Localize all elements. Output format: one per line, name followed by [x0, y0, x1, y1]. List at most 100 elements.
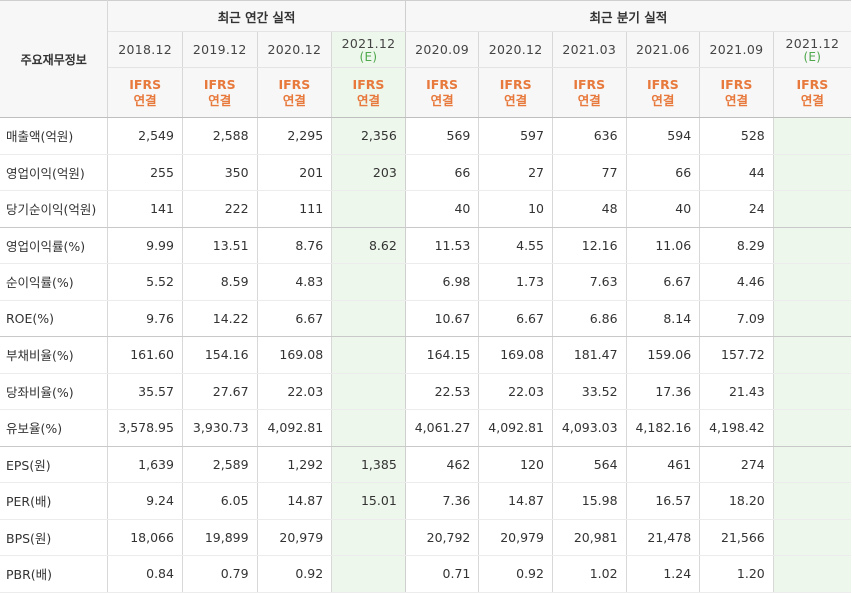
value-cell: 159.06	[625, 336, 700, 374]
table-row: ROE(%) 9.76 14.22 6.67 10.67 6.67 6.86 8.14 7.09	[0, 300, 851, 337]
value-cell: 6.86	[551, 300, 627, 337]
value-cell: 154.16	[181, 336, 258, 374]
period-quarter-2021-09: 2021.09	[699, 31, 774, 68]
value-cell: 66	[625, 154, 700, 191]
value-cell: 22.03	[256, 373, 332, 410]
value-cell: 169.08	[256, 336, 332, 374]
table-row: PBR(배) 0.84 0.79 0.92 0.71 0.92 1.02 1.24 1.20	[0, 555, 851, 593]
value-cell: 597	[478, 117, 553, 155]
quarter-results-header: 최근 분기 실적	[404, 0, 851, 32]
table-row: PER(배) 9.24 6.05 14.87 15.01 7.36 14.87 15.98 16…	[0, 482, 851, 520]
value-cell: 7.09	[699, 300, 774, 337]
value-cell: 1,385	[331, 446, 406, 483]
table-row: 매출액(억원) 2,549 2,588 2,295 2,356 569 597 636 594 5…	[0, 117, 851, 155]
value-cell: 7.63	[551, 263, 627, 301]
value-cell: 201	[256, 154, 332, 191]
value-cell: 4,092.81	[478, 409, 553, 447]
value-cell	[331, 300, 406, 337]
value-cell: 4.83	[256, 263, 332, 301]
value-cell: 6.67	[625, 263, 700, 301]
value-cell: 20,979	[256, 519, 332, 556]
value-cell	[331, 263, 406, 301]
value-cell	[772, 409, 851, 447]
value-cell: 24	[699, 190, 774, 228]
basis-label: IFRS 연결	[625, 67, 700, 118]
value-cell: 4.55	[478, 227, 553, 264]
value-cell: 21,478	[625, 519, 700, 556]
value-cell: 3,930.73	[181, 409, 258, 447]
table-row: 부채비율(%) 161.60 154.16 169.08 164.15 169.08 181…	[0, 336, 851, 374]
row-label: 영업이익(억원)	[0, 154, 109, 191]
value-cell: 8.29	[699, 227, 774, 264]
value-cell: 2,295	[256, 117, 332, 155]
value-cell: 564	[551, 446, 627, 483]
value-cell	[772, 117, 851, 155]
value-cell: 3,578.95	[107, 409, 183, 447]
value-cell: 6.05	[181, 482, 258, 520]
table-row: 당기순이익(억원) 141 222 111 40 10 48 40 24	[0, 190, 851, 228]
basis-label: IFRS 연결	[699, 67, 774, 118]
value-cell: 77	[551, 154, 627, 191]
table-body: 매출액(억원) 2,549 2,588 2,295 2,356 569 597 636 594 5…	[0, 117, 851, 593]
value-cell: 2,588	[181, 117, 258, 155]
period-annual-2020: 2020.12	[256, 31, 332, 68]
value-cell: 157.72	[699, 336, 774, 374]
row-label: PBR(배)	[0, 555, 109, 593]
value-cell: 15.98	[551, 482, 627, 520]
row-label: 당좌비율(%)	[0, 373, 109, 410]
value-cell: 2,589	[181, 446, 258, 483]
table-row: 당좌비율(%) 35.57 27.67 22.03 22.53 22.03 33.52 17.…	[0, 373, 851, 410]
value-cell: 8.76	[256, 227, 332, 264]
value-cell: 141	[107, 190, 183, 228]
value-cell: 7.36	[404, 482, 479, 520]
value-cell: 20,979	[478, 519, 553, 556]
basis-label: IFRS 연결	[181, 67, 258, 118]
value-cell: 12.16	[551, 227, 627, 264]
value-cell: 14.87	[478, 482, 553, 520]
table-label-header: 주요재무정보	[0, 0, 109, 118]
value-cell: 44	[699, 154, 774, 191]
value-cell: 13.51	[181, 227, 258, 264]
value-cell	[772, 373, 851, 410]
value-cell	[331, 409, 406, 447]
value-cell: 161.60	[107, 336, 183, 374]
value-cell: 6.98	[404, 263, 479, 301]
value-cell: 22.03	[478, 373, 553, 410]
value-cell	[331, 190, 406, 228]
value-cell: 35.57	[107, 373, 183, 410]
annual-results-header: 최근 연간 실적	[107, 0, 406, 32]
basis-label: IFRS 연결	[478, 67, 553, 118]
row-label: BPS(원)	[0, 519, 109, 556]
value-cell	[331, 555, 406, 593]
value-cell	[772, 154, 851, 191]
period-quarter-2021-12-estimate: 2021.12 (E)	[772, 31, 851, 68]
value-cell: 4,198.42	[699, 409, 774, 447]
value-cell: 0.71	[404, 555, 479, 593]
value-cell: 33.52	[551, 373, 627, 410]
value-cell: 594	[625, 117, 700, 155]
row-label: 매출액(억원)	[0, 117, 109, 155]
value-cell: 20,792	[404, 519, 479, 556]
value-cell: 203	[331, 154, 406, 191]
value-cell: 4.46	[699, 263, 774, 301]
row-label: 유보율(%)	[0, 409, 109, 447]
value-cell: 48	[551, 190, 627, 228]
row-label: 부채비율(%)	[0, 336, 109, 374]
value-cell	[772, 555, 851, 593]
value-cell: 10	[478, 190, 553, 228]
value-cell: 2,549	[107, 117, 183, 155]
value-cell: 2,356	[331, 117, 406, 155]
value-cell: 0.92	[256, 555, 332, 593]
value-cell: 40	[625, 190, 700, 228]
value-cell	[772, 482, 851, 520]
row-label: 영업이익률(%)	[0, 227, 109, 264]
value-cell: 274	[699, 446, 774, 483]
period-quarter-2021-06: 2021.06	[625, 31, 700, 68]
value-cell: 4,061.27	[404, 409, 479, 447]
table-row: 영업이익(억원) 255 350 201 203 66 27 77 66 44	[0, 154, 851, 191]
value-cell: 11.06	[625, 227, 700, 264]
value-cell: 4,182.16	[625, 409, 700, 447]
value-cell: 5.52	[107, 263, 183, 301]
value-cell: 0.79	[181, 555, 258, 593]
